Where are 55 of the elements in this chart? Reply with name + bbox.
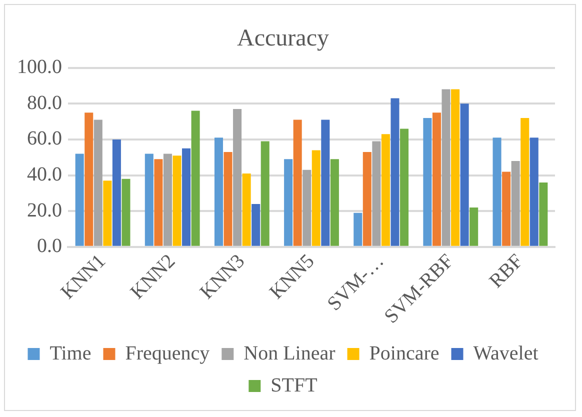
bar	[511, 160, 520, 246]
bar	[520, 118, 530, 246]
bar	[260, 141, 270, 246]
y-tick-label: 80.0	[27, 92, 62, 114]
bar	[154, 159, 163, 246]
bar	[492, 138, 502, 246]
bar	[163, 154, 172, 246]
legend-label: Frequency	[125, 342, 210, 364]
bar	[423, 118, 432, 246]
bar	[122, 178, 130, 246]
bar	[400, 128, 409, 246]
bar	[460, 104, 469, 246]
bar	[233, 109, 242, 246]
bar	[112, 139, 121, 246]
bar	[103, 180, 112, 246]
y-tick-label: 0.0	[37, 235, 62, 258]
bar	[191, 110, 200, 246]
bar	[539, 182, 548, 246]
y-tick-label: 60.0	[27, 128, 62, 150]
bar	[224, 152, 232, 246]
bar	[144, 154, 154, 246]
bar	[381, 134, 390, 246]
bar	[312, 150, 320, 246]
bar	[172, 156, 182, 246]
bar	[330, 159, 339, 246]
bar	[182, 148, 191, 246]
bar	[502, 172, 511, 246]
legend-label: Wavelet	[473, 342, 539, 364]
legend-label: Non Linear	[244, 342, 336, 364]
bar	[451, 89, 460, 246]
legend-label: STFT	[270, 374, 318, 396]
bar	[321, 120, 330, 246]
bar	[75, 154, 84, 246]
chart-title: Accuracy	[237, 26, 329, 52]
bar	[284, 159, 293, 246]
bar	[442, 89, 450, 246]
bar	[252, 204, 260, 246]
bar	[354, 212, 362, 246]
bar	[293, 120, 302, 246]
bar	[302, 170, 312, 246]
bar	[214, 138, 224, 246]
y-tick-label: 20.0	[27, 199, 62, 222]
legend-label: Time	[50, 342, 92, 364]
bar	[242, 173, 251, 246]
bar	[372, 141, 381, 246]
bar	[94, 120, 102, 246]
bar	[362, 152, 372, 246]
bar	[390, 98, 400, 246]
y-tick-label: 100.0	[17, 56, 62, 78]
bar	[432, 112, 441, 246]
bar	[84, 112, 94, 246]
y-tick-label: 40.0	[27, 164, 62, 186]
bar	[470, 208, 478, 246]
bar	[530, 138, 538, 246]
legend-label: Poincare	[369, 342, 440, 364]
